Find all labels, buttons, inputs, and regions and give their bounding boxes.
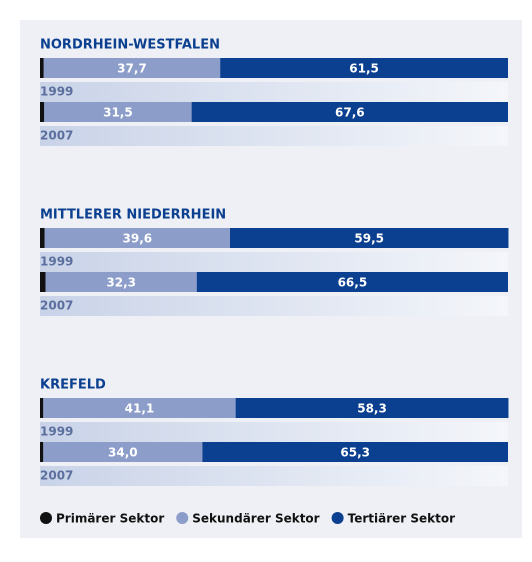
bar-segment [220,58,508,78]
bar-segment [43,442,203,462]
value-label: 61,5 [349,62,379,76]
row-background [40,126,508,146]
bar-segment [43,398,236,418]
legend-label: Sekundärer Sektor [192,512,319,526]
legend-marker [331,512,344,524]
value-label: 37,7 [117,62,147,76]
value-label: 31,5 [103,106,133,120]
value-label: 58,3 [357,402,387,416]
row-background [40,422,508,442]
value-label: 41,1 [125,402,155,416]
bar-segment [40,102,45,122]
category-label: 1999 [40,425,73,439]
value-label: 65,3 [340,446,370,460]
bar-segment [45,272,197,292]
bar-segment [43,58,221,78]
category-label: 2007 [40,299,73,313]
row-background [40,82,508,102]
bar-segment [44,102,192,122]
row-background [40,252,508,272]
value-label: 32,3 [106,276,136,290]
value-label: 67,6 [335,106,365,120]
group-title: KREFELD [40,378,106,393]
bar-segment [40,228,45,248]
bar-segment [235,398,509,418]
bar-segment [191,102,508,122]
value-label: 59,5 [354,232,384,246]
category-label: 2007 [40,469,73,483]
bar-segment [40,398,44,418]
value-label: 66,5 [338,276,368,290]
bar-segment [202,442,508,462]
bar-segment [40,58,44,78]
bar-segment [40,272,46,292]
bar-segment [196,272,508,292]
legend-label: Primärer Sektor [56,512,164,526]
group-title: NORDRHEIN-WESTFALEN [40,38,220,53]
category-label: 2007 [40,129,73,143]
bar-segment [40,442,44,462]
legend-label: Tertiärer Sektor [348,512,455,526]
legend-marker [40,512,52,524]
value-label: 39,6 [123,232,153,246]
bar-segment [44,228,231,248]
row-background [40,296,508,316]
category-label: 1999 [40,85,73,99]
category-label: 1999 [40,255,73,269]
value-label: 34,0 [108,446,138,460]
group-title: MITTLERER NIEDERRHEIN [40,208,226,223]
legend-marker [176,512,189,524]
row-background [40,466,508,486]
bar-segment [230,228,509,248]
